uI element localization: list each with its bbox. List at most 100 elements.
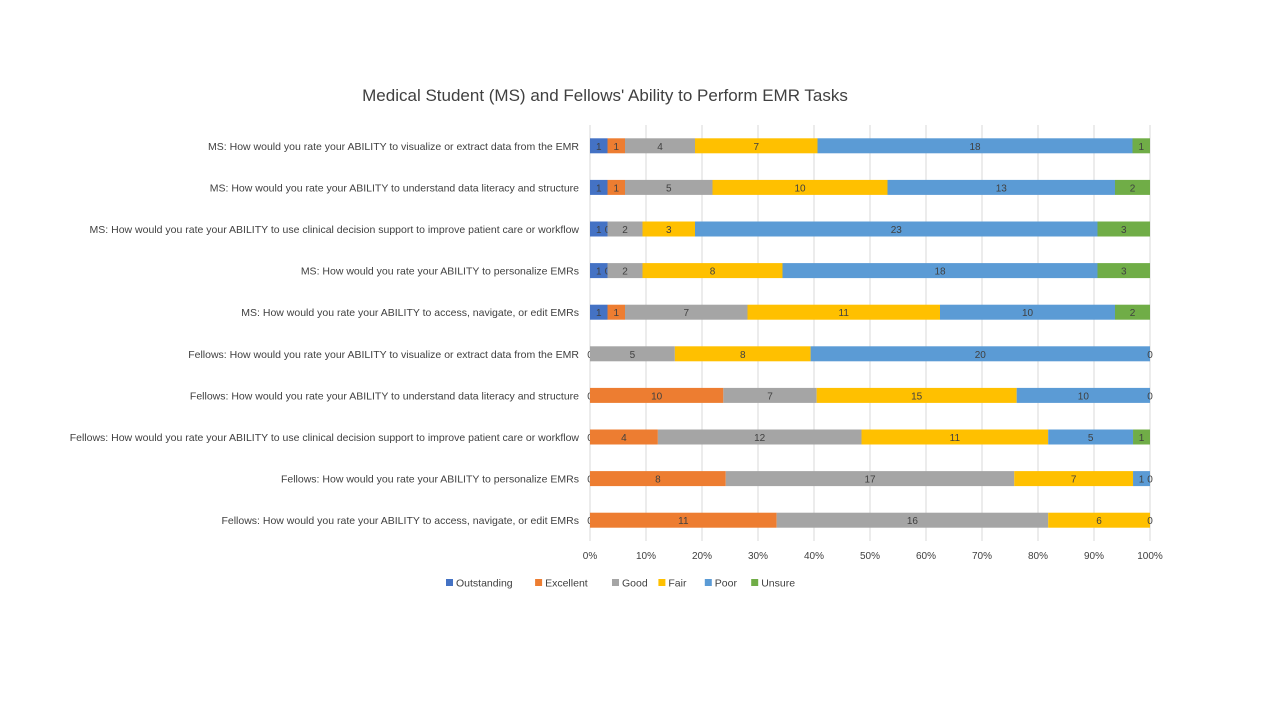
data-label: 20: [975, 350, 987, 361]
data-label: 1: [596, 142, 602, 153]
data-label: 0: [1147, 350, 1153, 361]
bar-segment-good: [590, 346, 675, 362]
x-tick-label: 90%: [1084, 551, 1104, 562]
data-label: 2: [622, 225, 628, 236]
bar-segment-good: [776, 512, 1049, 528]
bar-segment-unsure: [1097, 263, 1150, 279]
data-label: 1: [613, 142, 619, 153]
category-label: MS: How would you rate your ABILITY to p…: [301, 266, 579, 278]
data-label: 1: [1139, 433, 1145, 444]
category-label: Fellows: How would you rate your ABILITY…: [281, 474, 579, 486]
legend-swatch-fair: [658, 579, 666, 586]
bar-segment-excellent: [607, 304, 625, 320]
data-label: 6: [1096, 516, 1102, 527]
bar-segment-unsure: [1115, 304, 1150, 320]
data-label: 7: [753, 142, 759, 153]
data-label: 2: [622, 267, 628, 278]
data-label: 3: [666, 225, 672, 236]
data-label: 3: [1121, 267, 1127, 278]
data-label: 7: [683, 308, 689, 319]
bar-segment-fair: [1048, 512, 1150, 528]
legend-swatch-unsure: [751, 579, 759, 586]
data-label: 8: [655, 475, 661, 486]
bar-segment-good: [607, 221, 643, 237]
legend-label: Good: [622, 578, 648, 590]
legend-swatch-good: [612, 579, 619, 586]
x-tick-label: 40%: [804, 551, 824, 562]
x-tick-label: 30%: [748, 551, 768, 562]
bar-segment-poor: [817, 138, 1133, 154]
category-label: MS: How would you rate your ABILITY to u…: [210, 182, 579, 194]
legend-label: Poor: [715, 578, 738, 590]
bar-segment-excellent: [590, 387, 724, 403]
bar-segment-fair: [674, 346, 811, 362]
data-label: 7: [1071, 475, 1077, 486]
bar-segment-poor: [1133, 471, 1150, 487]
data-label: 4: [657, 142, 663, 153]
category-label: MS: How would you rate your ABILITY to u…: [90, 224, 580, 236]
bar-segment-poor: [810, 346, 1150, 362]
data-label: 18: [934, 267, 946, 278]
legend-label: Excellent: [545, 578, 588, 590]
bar-segment-poor: [1016, 387, 1150, 403]
data-label: 10: [1078, 391, 1090, 402]
category-label: Fellows: How would you rate your ABILITY…: [190, 390, 579, 402]
bar-segment-poor: [782, 263, 1098, 279]
bar-segment-good: [625, 138, 695, 154]
data-label: 1: [613, 183, 619, 194]
data-label: 1: [596, 267, 602, 278]
x-tick-label: 10%: [636, 551, 656, 562]
data-label: 10: [651, 391, 663, 402]
x-tick-label: 100%: [1137, 551, 1163, 562]
bar-segment-excellent: [590, 429, 658, 445]
bar-segment-good: [625, 179, 713, 195]
bar-segment-unsure: [1097, 221, 1150, 237]
data-label: 16: [907, 516, 919, 527]
data-label: 15: [911, 391, 923, 402]
data-label: 7: [767, 391, 773, 402]
data-label: 10: [1022, 308, 1034, 319]
x-tick-label: 60%: [916, 551, 936, 562]
data-label: 1: [596, 183, 602, 194]
data-label: 5: [666, 183, 672, 194]
data-label: 4: [621, 433, 627, 444]
data-label: 3: [1121, 225, 1127, 236]
bar-segment-excellent: [607, 179, 625, 195]
bar-segment-fair: [642, 263, 783, 279]
data-label: 13: [996, 183, 1008, 194]
bar-segment-fair: [861, 429, 1049, 445]
data-label: 1: [596, 225, 602, 236]
data-label: 10: [794, 183, 806, 194]
bar-segment-outstanding: [590, 138, 608, 154]
bar-segment-outstanding: [590, 221, 608, 237]
x-tick-label: 80%: [1028, 551, 1048, 562]
bar-segment-unsure: [1115, 179, 1150, 195]
bar-segment-good: [657, 429, 862, 445]
legend-label: Fair: [668, 578, 687, 590]
bar-segment-poor: [940, 304, 1115, 320]
data-label: 0: [1147, 475, 1153, 486]
category-label: Fellows: How would you rate your ABILITY…: [188, 349, 579, 361]
data-label: 0: [1147, 391, 1153, 402]
data-label: 1: [596, 308, 602, 319]
category-label: Fellows: How would you rate your ABILITY…: [70, 432, 580, 444]
bar-segment-outstanding: [590, 179, 608, 195]
category-label: MS: How would you rate your ABILITY to a…: [241, 307, 579, 319]
chart-title: Medical Student (MS) and Fellows' Abilit…: [362, 86, 848, 105]
bar-segment-poor: [1048, 429, 1134, 445]
bar-segment-excellent: [590, 512, 777, 528]
data-label: 2: [1130, 183, 1136, 194]
data-label: 5: [1088, 433, 1094, 444]
bar-segment-good: [725, 471, 1015, 487]
bar-segment-outstanding: [590, 304, 608, 320]
bar-segment-poor: [695, 221, 1098, 237]
data-label: 8: [740, 350, 746, 361]
x-tick-label: 0%: [583, 551, 598, 562]
bar-segment-good: [723, 387, 817, 403]
x-tick-label: 70%: [972, 551, 992, 562]
bar-segment-unsure: [1133, 429, 1150, 445]
bar-segment-good: [625, 304, 748, 320]
x-tick-label: 20%: [692, 551, 712, 562]
